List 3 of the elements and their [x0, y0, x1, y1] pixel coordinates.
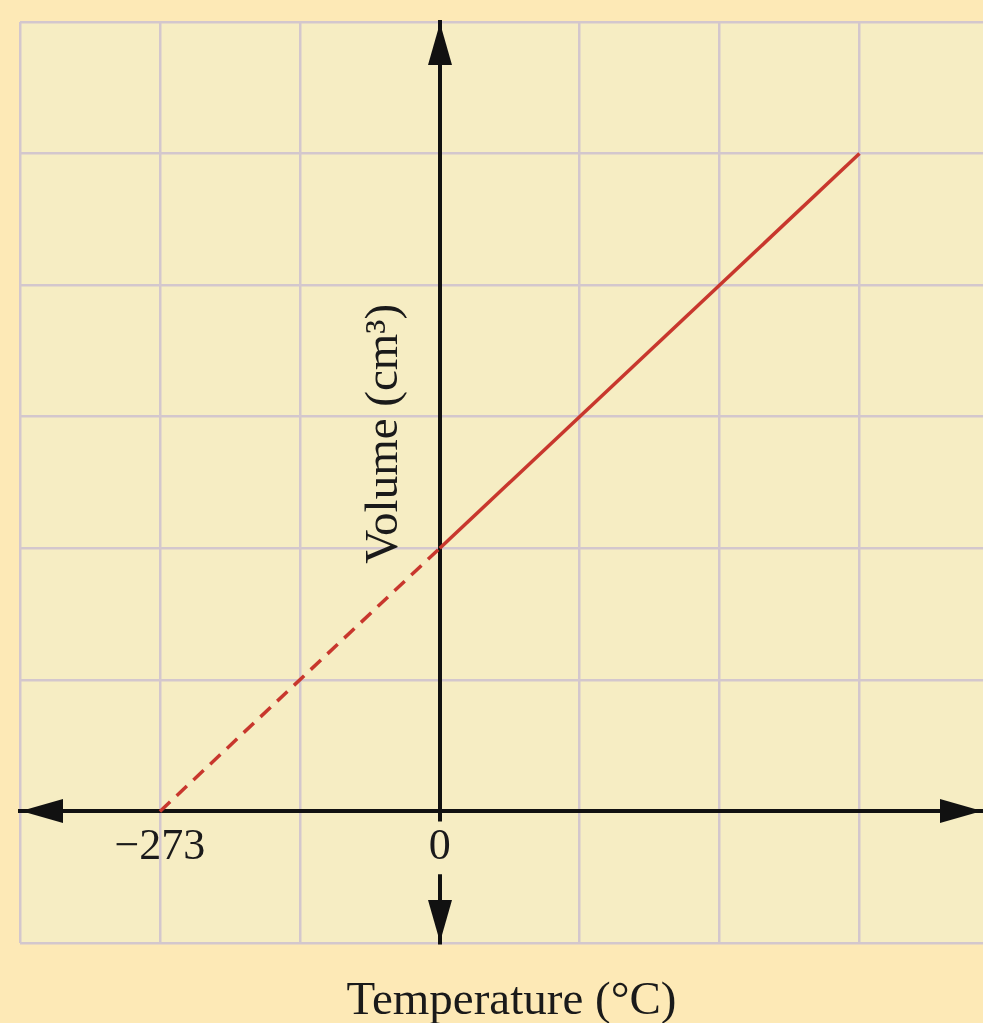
x-tick-label: 0 [428, 820, 451, 870]
y-axis-title: Volume (cm³) [354, 303, 408, 564]
x-tick-label: −273 [114, 820, 206, 870]
